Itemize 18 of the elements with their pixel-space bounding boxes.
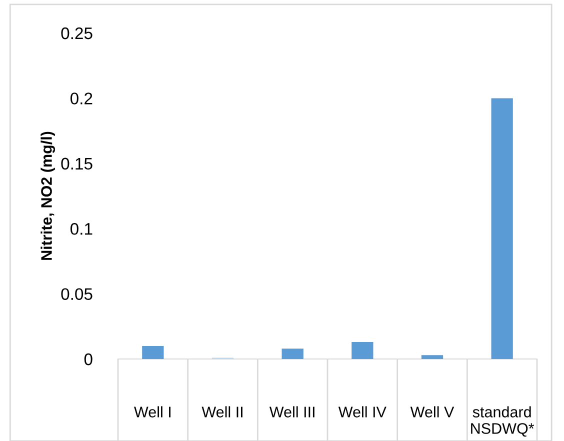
bar <box>142 346 164 359</box>
y-tick-label: 0 <box>84 353 92 366</box>
y-tick-label: 0.2 <box>70 92 92 104</box>
x-tick-label: Well III <box>269 406 314 418</box>
x-tick-label: Well V <box>410 406 454 418</box>
y-tick-label: 0.25 <box>61 27 92 40</box>
x-tick-label: Well II <box>202 406 242 418</box>
bar <box>491 98 513 359</box>
x-tick-label: standard NSDWQ* <box>471 406 534 437</box>
bar <box>282 348 304 359</box>
bar <box>421 355 444 359</box>
x-tick-label: Well I <box>134 406 170 418</box>
y-tick-label: 0.15 <box>61 158 92 170</box>
y-axis-title: Nitrite, NO2 (mg/l) <box>40 132 56 260</box>
y-tick-label: 0.1 <box>70 223 92 235</box>
y-tick-label: 0.05 <box>61 288 92 300</box>
bar <box>352 342 374 359</box>
x-tick-label: Well IV <box>338 406 386 418</box>
